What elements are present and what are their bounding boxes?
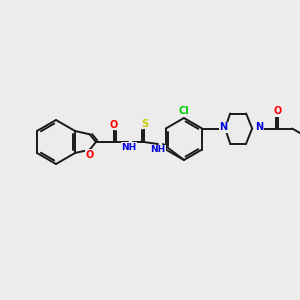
- Text: O: O: [273, 106, 281, 116]
- Text: NH: NH: [121, 142, 136, 152]
- Text: O: O: [85, 150, 94, 160]
- Text: N: N: [255, 122, 263, 133]
- Text: S: S: [141, 119, 148, 129]
- Text: N: N: [219, 122, 227, 133]
- Text: O: O: [110, 120, 118, 130]
- Text: Cl: Cl: [178, 106, 189, 116]
- Text: NH: NH: [150, 146, 166, 154]
